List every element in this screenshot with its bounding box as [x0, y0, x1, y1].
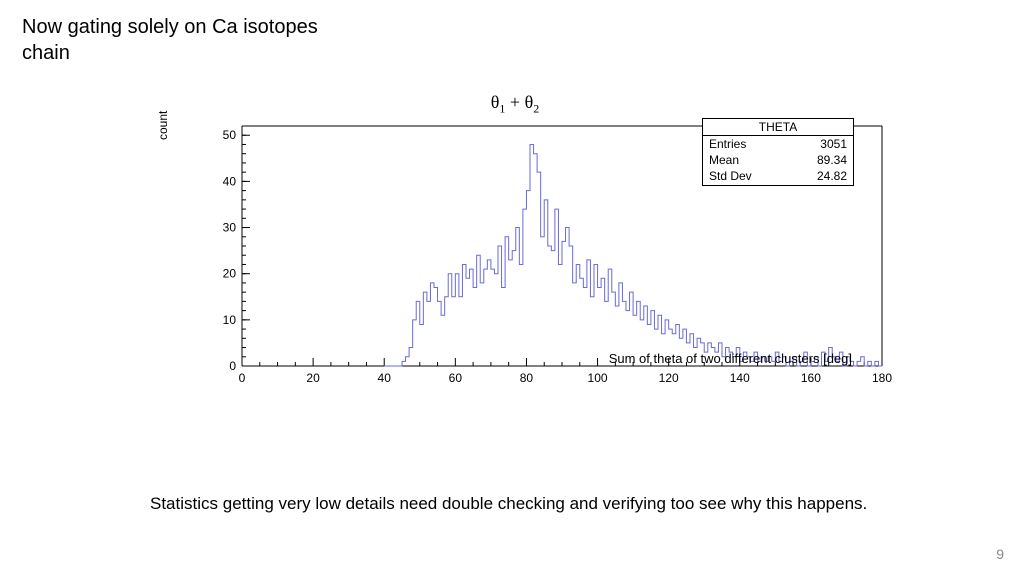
svg-text:180: 180	[872, 371, 892, 385]
stats-value: 24.82	[817, 168, 847, 184]
x-axis-label: Sum of theta of two different clusters […	[212, 351, 852, 366]
svg-text:160: 160	[801, 371, 821, 385]
stats-label: Std Dev	[709, 168, 752, 184]
svg-text:50: 50	[223, 128, 237, 142]
svg-text:80: 80	[520, 371, 534, 385]
page-number: 9	[996, 546, 1004, 562]
svg-text:0: 0	[239, 371, 246, 385]
svg-text:40: 40	[378, 371, 392, 385]
svg-text:100: 100	[588, 371, 608, 385]
svg-text:60: 60	[449, 371, 463, 385]
svg-text:30: 30	[223, 221, 237, 235]
svg-text:20: 20	[223, 267, 237, 281]
slide-caption: Statistics getting very low details need…	[150, 493, 870, 516]
stats-row: Mean 89.34	[703, 152, 853, 168]
slide-title: Now gating solely on Ca isotopes chain	[22, 14, 342, 66]
stats-value: 89.34	[817, 152, 847, 168]
stats-box-title: THETA	[703, 119, 853, 136]
chart-title: θ1 + θ2	[150, 92, 880, 117]
svg-text:140: 140	[730, 371, 750, 385]
stats-box: THETA Entries 3051 Mean 89.34 Std Dev 24.82	[702, 118, 854, 186]
stats-value: 3051	[820, 136, 847, 152]
stats-row: Std Dev 24.82	[703, 168, 853, 184]
svg-text:120: 120	[659, 371, 679, 385]
stats-label: Entries	[709, 136, 746, 152]
histogram-chart: θ1 + θ2 count 02040608010012014016018001…	[150, 92, 880, 402]
y-axis-label: count	[156, 111, 170, 140]
stats-label: Mean	[709, 152, 739, 168]
svg-text:10: 10	[223, 313, 237, 327]
svg-text:40: 40	[223, 174, 237, 188]
stats-row: Entries 3051	[703, 136, 853, 152]
svg-text:20: 20	[306, 371, 320, 385]
